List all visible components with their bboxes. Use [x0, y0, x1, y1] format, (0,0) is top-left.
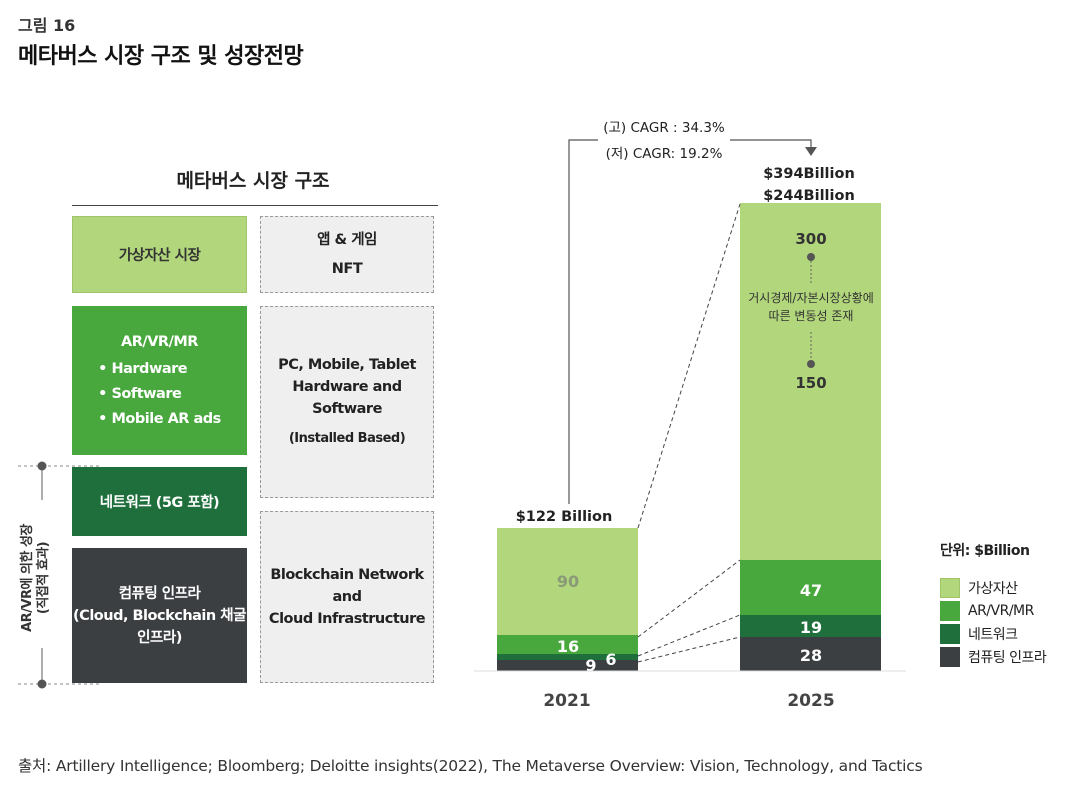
blockchain-line-2: Cloud Infrastructure	[268, 611, 426, 627]
bracket-top-dot	[37, 461, 47, 471]
legend-swatch-virtual-asset	[940, 577, 960, 598]
apps-games-box: 앱 & 게임 NFT	[260, 216, 434, 293]
legend-item-virtual-asset: 가상자산	[940, 576, 1046, 599]
cagr-low-label: (저) CAGR: 19.2%	[606, 146, 723, 162]
legend-swatch-network	[940, 623, 960, 644]
computing-infra-box: 컴퓨팅 인프라 (Cloud, Blockchain 채굴 인프라)	[72, 548, 247, 683]
total-2025-high: $394Billion	[763, 166, 855, 182]
bar-connector-2	[637, 614, 741, 657]
total-2021: $122 Billion	[516, 509, 613, 525]
blockchain-line-1: Blockchain Network and	[270, 567, 424, 605]
range-low-label: 150	[795, 374, 826, 392]
bar-2021-네트워크	[497, 654, 638, 660]
range-note-line-1: 거시경제/자본시장상황에	[748, 291, 873, 305]
range-low-dot	[807, 360, 815, 368]
data-label-2021-virtual-asset: 90	[557, 572, 579, 591]
apps-games-label: 앱 & 게임	[317, 231, 377, 248]
arvrmr-box: AR/VR/MR • Hardware • Software • Mobile …	[72, 306, 247, 455]
data-label-2025-computing: 28	[800, 646, 822, 665]
bar-2021-가상자산	[497, 528, 638, 635]
computing-line-3: 인프라)	[137, 629, 182, 646]
bar-2021-컴퓨팅 인프라	[497, 660, 638, 671]
legend-label-network: 네트워크	[968, 626, 1018, 643]
bar-2025-AR/VR/MR	[740, 560, 881, 615]
figure-title: 메타버스 시장 구조 및 성장전망	[18, 44, 304, 69]
data-label-2021-network: 6	[605, 650, 616, 669]
virtual-asset-label: 가상자산 시장	[118, 248, 201, 264]
cagr-arrowhead	[805, 147, 817, 156]
structure-divider	[72, 205, 438, 206]
category-2021: 2021	[543, 691, 590, 711]
total-2025-low: $244Billion	[763, 188, 855, 204]
bracket-bottom-dot	[37, 679, 47, 689]
bar-connector-3	[637, 636, 741, 663]
arvrmr-item-software: • Software	[98, 385, 182, 402]
cagr-high-label: (고) CAGR : 34.3%	[603, 120, 725, 136]
arvrmr-item-list: • Hardware • Software • Mobile AR ads	[98, 357, 221, 432]
legend-swatch-computing	[940, 646, 960, 667]
legend-label-computing: 컴퓨팅 인프라	[968, 649, 1047, 666]
data-label-2025-arvrmr: 47	[800, 581, 822, 600]
devices-line-1: PC, Mobile, Tablet	[278, 357, 416, 373]
legend-item-computing: 컴퓨팅 인프라	[940, 645, 1047, 668]
chart-legend: 단위: $Billion 가상자산 AR/VR/MR 네트워크 컴퓨팅 인프라	[940, 540, 1047, 668]
arvrmr-item-hardware: • Hardware	[98, 360, 188, 377]
data-label-2021-arvrmr: 16	[557, 637, 579, 656]
network-box: 네트워크 (5G 포함)	[72, 467, 247, 536]
bar-2021-AR/VR/MR	[497, 635, 638, 654]
bar-2025-컴퓨팅 인프라	[740, 637, 881, 671]
cagr-label-bg	[598, 117, 730, 165]
bar-connector-0	[637, 203, 741, 529]
range-note-line-2: 따른 변동성 존재	[769, 309, 854, 323]
legend-item-network: 네트워크	[940, 622, 1046, 645]
legend-label-virtual-asset: 가상자산	[968, 580, 1018, 597]
structure-title: 메타버스 시장 구조	[176, 170, 330, 192]
virtual-asset-market-box: 가상자산 시장	[72, 216, 247, 293]
legend-label-arvrmr: AR/VR/MR	[968, 602, 1034, 619]
source-note: 출처: Artillery Intelligence; Bloomberg; D…	[18, 757, 923, 775]
computing-line-2: (Cloud, Blockchain 채굴	[73, 607, 246, 624]
legend-swatch-arvrmr	[940, 600, 960, 621]
network-label: 네트워크 (5G 포함)	[99, 495, 220, 511]
data-label-2025-network: 19	[800, 618, 822, 637]
bar-2025-네트워크	[740, 615, 881, 637]
devices-box: PC, Mobile, Tablet Hardware and Software…	[260, 306, 434, 498]
range-high-dot	[807, 253, 815, 261]
legend-item-arvrmr: AR/VR/MR	[940, 599, 1046, 622]
figure-label: 그림 16	[18, 16, 76, 35]
nft-label: NFT	[331, 260, 363, 277]
data-label-2021-computing: 9	[585, 656, 596, 675]
blockchain-box: Blockchain Network and Cloud Infrastruct…	[260, 511, 434, 683]
devices-line-2: Hardware and Software	[292, 379, 402, 417]
category-2025: 2025	[787, 691, 834, 711]
arvrmr-item-mobile-ar-ads: • Mobile AR ads	[98, 410, 221, 427]
arvrmr-title: AR/VR/MR	[121, 333, 198, 350]
bar-connector-1	[637, 559, 741, 638]
devices-note: (Installed Based)	[288, 431, 406, 446]
range-high-label: 300	[795, 230, 826, 248]
computing-line-1: 컴퓨팅 인프라	[118, 585, 201, 602]
legend-unit: 단위: $Billion	[940, 543, 1030, 559]
